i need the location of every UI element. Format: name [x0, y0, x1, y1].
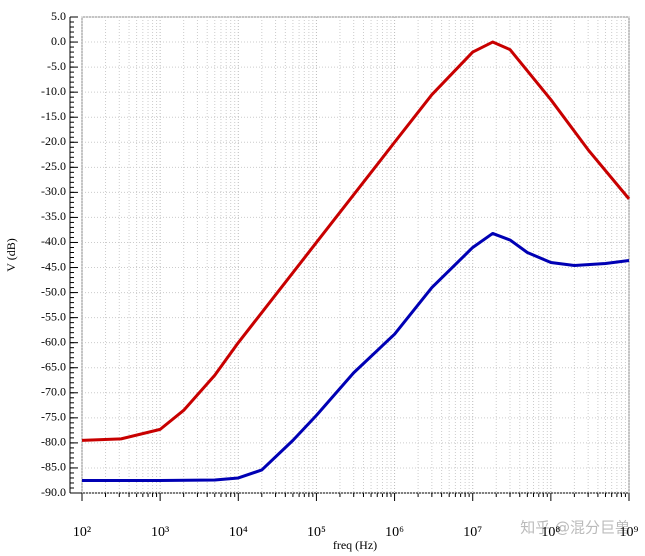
y-tick-label: -30.0	[41, 184, 66, 198]
y-tick-label: -15.0	[41, 109, 66, 123]
y-tick-label: -75.0	[41, 410, 66, 424]
y-tick-label: -60.0	[41, 334, 66, 348]
line-series	[82, 231, 630, 482]
y-tick-label: -65.0	[41, 359, 66, 373]
y-tick-label: 5.0	[51, 9, 66, 23]
y-tick-label: -35.0	[41, 209, 66, 223]
x-axis-label: freq (Hz)	[333, 538, 377, 552]
y-tick-label: -70.0	[41, 385, 66, 399]
x-tick-label: 10⁷	[463, 525, 482, 540]
y-tick-label: -25.0	[41, 159, 66, 173]
x-tick-label: 10⁸	[541, 525, 560, 540]
y-tick-label: -80.0	[41, 435, 66, 449]
y-tick-label: -85.0	[41, 460, 66, 474]
x-tick-label: 10⁹	[620, 525, 639, 540]
line-series	[81, 40, 631, 442]
y-tick-label: -50.0	[41, 284, 66, 298]
y-tick-label: -5.0	[47, 59, 66, 73]
y-tick-label: -55.0	[41, 309, 66, 323]
y-tick-label: -90.0	[41, 485, 66, 499]
y-tick-label: -45.0	[41, 259, 66, 273]
y-axis-label: V (dB)	[4, 238, 18, 271]
x-tick-label: 10²	[73, 525, 91, 540]
y-tick-label: 0.0	[51, 34, 66, 48]
y-tick-label: -40.0	[41, 234, 66, 248]
y-tick-label: -10.0	[41, 84, 66, 98]
x-tick-label: 10⁶	[385, 525, 404, 540]
y-tick-label: -20.0	[41, 134, 66, 148]
x-tick-label: 10⁴	[229, 525, 248, 540]
x-tick-label: 10⁵	[307, 525, 326, 540]
watermark: 知乎 @混分巨兽	[520, 519, 630, 537]
x-tick-label: 10³	[151, 525, 169, 540]
